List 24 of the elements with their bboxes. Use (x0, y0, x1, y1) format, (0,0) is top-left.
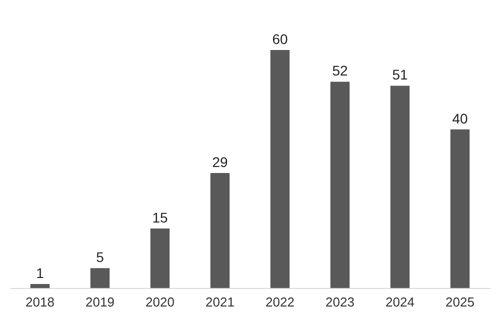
x-tick-label: 2022 (266, 294, 294, 310)
data-label: 15 (152, 210, 168, 226)
data-label: 1 (36, 265, 44, 282)
bar (210, 172, 230, 288)
x-tick-label: 2023 (326, 294, 354, 310)
x-tick-label: 2018 (26, 294, 54, 310)
x-tick-label: 2024 (386, 294, 414, 310)
x-tick-label: 2025 (446, 294, 474, 310)
data-label: 5 (96, 249, 104, 266)
bar (30, 284, 50, 288)
bar (450, 129, 470, 288)
data-label: 40 (452, 110, 468, 126)
bar (150, 228, 170, 288)
x-tick-label: 2021 (206, 294, 234, 310)
data-label: 52 (332, 62, 348, 79)
bar (390, 86, 410, 288)
bar (90, 268, 110, 288)
data-label: 60 (272, 31, 288, 47)
x-tick-label: 2019 (86, 294, 114, 310)
data-label: 51 (392, 66, 408, 83)
x-tick-label: 2020 (146, 294, 174, 310)
data-label: 29 (212, 154, 228, 170)
bar (270, 50, 290, 288)
bar (330, 82, 350, 288)
